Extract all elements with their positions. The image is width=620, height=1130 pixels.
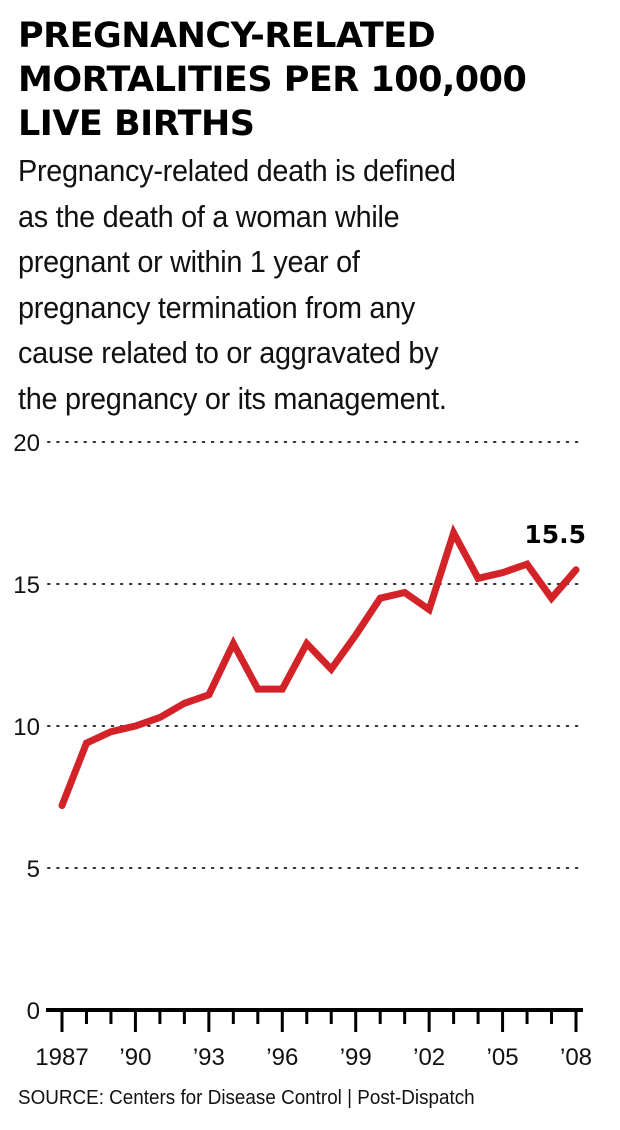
- x-tick-label: ’02: [413, 1044, 445, 1071]
- title-line: PREGNANCY-RELATED: [18, 16, 436, 56]
- x-tick-label: ’96: [266, 1044, 298, 1071]
- x-tick-label: ’93: [193, 1044, 225, 1071]
- x-tick-label: ’90: [119, 1044, 151, 1071]
- x-tick-label: ’99: [340, 1044, 372, 1071]
- y-tick-label: 0: [27, 998, 40, 1025]
- y-tick-label: 10: [13, 714, 40, 741]
- series-line: [58, 523, 580, 810]
- x-tick-label: ’05: [487, 1044, 519, 1071]
- description-line: as the death of a woman while: [18, 198, 400, 234]
- y-tick-label: 15: [13, 572, 40, 599]
- y-tick-label: 20: [13, 430, 40, 457]
- value-annotation: 15.5: [524, 520, 586, 549]
- x-tick-label: 1987: [35, 1044, 88, 1071]
- description-line: cause related to or aggravated by: [18, 335, 439, 370]
- y-axis: 0 5 10 15 20: [13, 430, 40, 1025]
- chart-description: Pregnancy-related death is defined as th…: [18, 148, 576, 421]
- description-line: Pregnancy-related death is defined: [18, 153, 456, 188]
- annotations: 15.5: [524, 520, 586, 549]
- title-line: LIVE BIRTHS: [18, 104, 255, 144]
- description-line: pregnancy termination from any: [18, 289, 416, 325]
- source-note: SOURCE: Centers for Disease Control | Po…: [18, 1086, 475, 1109]
- x-tick-label: ’08: [560, 1044, 592, 1071]
- description-line: pregnant or within 1 year of: [18, 244, 360, 279]
- description-line: the pregnancy or its management.: [18, 380, 447, 416]
- chart-title: PREGNANCY-RELATED MORTALITIES PER 100,00…: [18, 14, 618, 146]
- x-axis: 1987 ’90 ’93 ’96 ’99 ’02 ’05 ’08: [35, 1008, 592, 1071]
- series-line-group: [58, 523, 580, 810]
- title-line: MORTALITIES PER 100,000: [18, 60, 527, 100]
- gridlines: [47, 441, 583, 869]
- y-tick-label: 5: [27, 856, 40, 883]
